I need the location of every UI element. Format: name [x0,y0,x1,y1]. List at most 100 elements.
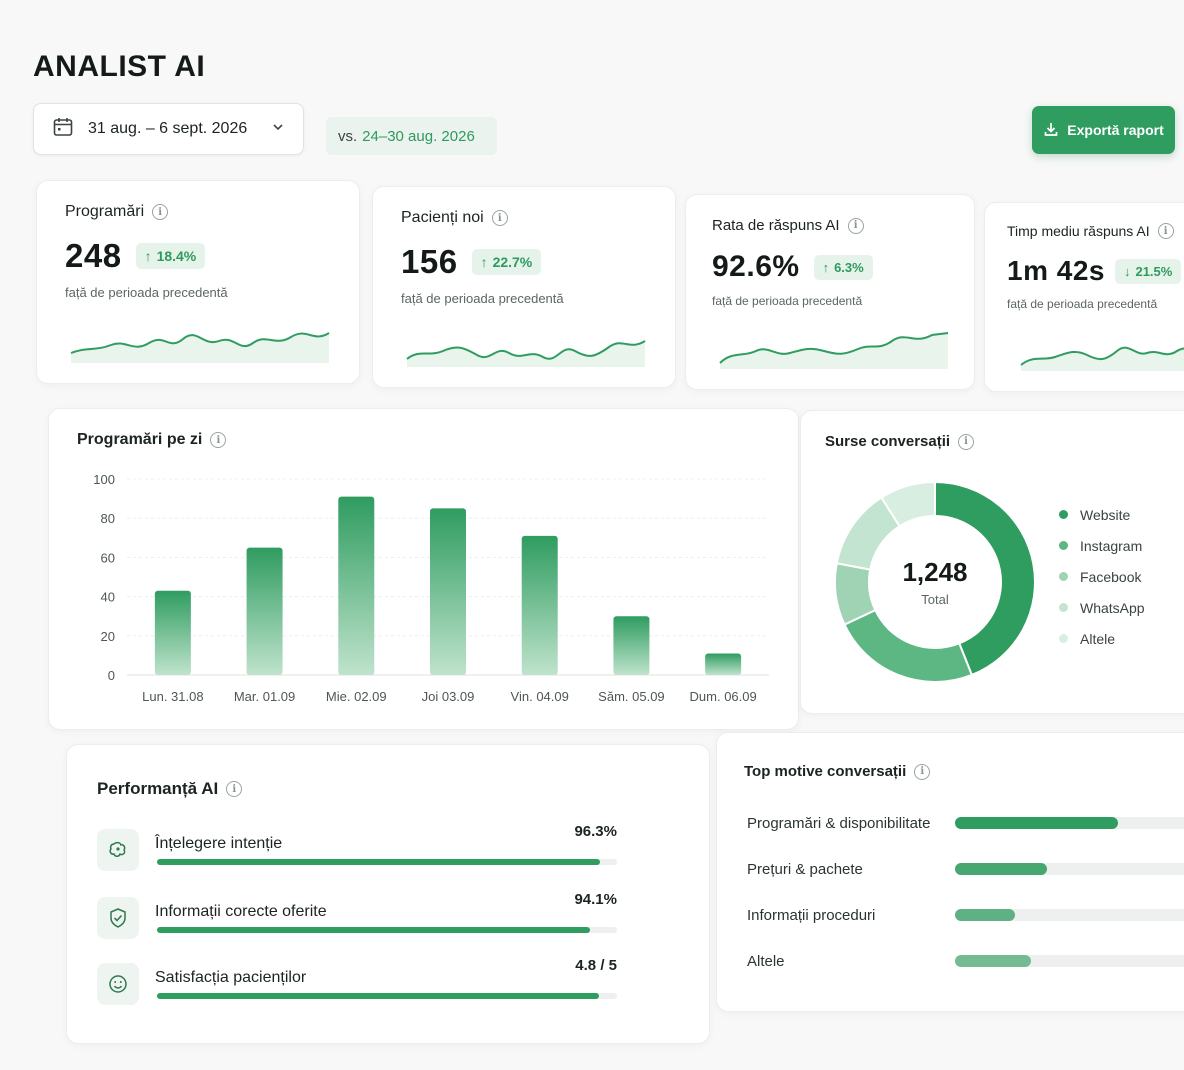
reason-label: Informații proceduri [747,907,876,924]
performance-bar-fill [157,927,590,933]
legend-label: Facebook [1080,568,1142,585]
brain-icon [97,829,139,871]
legend-dot [1059,572,1068,581]
card-title: Programări pe zi i [77,431,227,449]
kpi-subtitle: față de perioada precedentă [1007,297,1158,311]
bar[interactable] [613,616,650,675]
donut-total-label: Total [921,592,949,607]
shield-check-icon [97,897,139,939]
reason-bar-fill [955,909,1015,921]
info-icon[interactable]: i [1157,223,1174,239]
kpi-delta-value: 22.7% [492,254,533,270]
bar[interactable] [246,547,283,675]
donut-slice[interactable] [934,480,1036,677]
compare-range: 24–30 aug. 2026 [362,127,475,145]
legend-item: Altele [1059,623,1145,654]
reason-bar-fill [955,863,1048,875]
reason-bar-fill [955,817,1119,829]
info-icon[interactable]: i [914,763,931,780]
legend-label: WhatsApp [1080,599,1145,616]
legend-dot [1059,510,1068,519]
performance-label: Înțelegere intenție [155,835,283,852]
bar[interactable] [521,535,558,675]
bar[interactable] [430,508,466,675]
export-report-button[interactable]: Exportă raport [1032,106,1175,154]
performance-row: Înțelegere intenție 96.3% [97,823,627,889]
legend-item: Website [1059,499,1145,530]
y-tick-label: 100 [93,472,115,487]
x-tick-label: Vin. 04.09 [511,689,569,704]
legend-dot [1059,634,1068,643]
card-title: Top motive conversații i [744,763,931,780]
bar[interactable] [705,653,742,675]
date-range-label: 31 aug. – 6 sept. 2026 [88,120,248,137]
sources-legend: Website Instagram Facebook WhatsApp Altele [1059,499,1145,654]
y-tick-label: 20 [101,629,115,644]
arrow-up-icon: ↑ [480,254,488,270]
reason-bar-fill [955,955,1032,967]
info-icon[interactable]: i [210,432,227,448]
performance-bar-track [157,927,617,933]
reason-label: Prețuri & pachete [747,861,863,878]
bar[interactable] [154,590,191,675]
performance-bar-fill [157,859,600,865]
y-tick-label: 60 [101,550,115,565]
kpi-delta-badge: ↑ 6.3% [813,254,873,280]
reason-row: Altele [747,949,1184,985]
card-title-text: Programări pe zi [77,431,203,448]
kpi-label-text: Programări [65,203,145,220]
kpi-subtitle: față de perioada precedentă [712,294,863,308]
info-icon[interactable]: i [491,210,508,226]
reason-label: Programări & disponibilitate [747,815,931,832]
info-icon[interactable]: i [958,433,975,450]
kpi-value: 248 [65,237,122,274]
bar-chart: 0 20 40 60 80 100 Lun. 31.08 Mar. 01.09 Mie. 02.… [93,472,769,704]
card-title: Surse conversații i [825,433,975,450]
info-icon[interactable]: i [847,217,864,234]
ai-performance-card: Performanță AI i Înțelegere intenție 96.3%… [66,744,710,1044]
donut-slice[interactable] [880,480,936,528]
bar[interactable] [338,496,375,675]
sparkline [1020,346,1184,371]
kpi-label-text: Pacienți noi [401,209,484,226]
kpi-value: 92.6% [712,250,800,283]
performance-value: 94.1% [574,891,617,908]
date-range-picker[interactable]: 31 aug. – 6 sept. 2026 [33,103,304,155]
kpi-label-text: Rata de răspuns AI [712,217,840,234]
y-tick-label: 0 [108,668,115,683]
kpi-subtitle: față de perioada precedentă [401,291,564,306]
x-tick-label: Lun. 31.08 [142,689,203,704]
smile-icon [97,963,139,1005]
kpi-value: 1m 42s [1007,255,1105,286]
y-tick-label: 40 [101,590,115,605]
arrow-up-icon: ↑ [822,259,830,275]
kpi-card-appointments: Programări i 248 ↑ 18.4% față de perioada … [36,180,360,384]
info-icon[interactable]: i [152,204,169,220]
legend-dot [1059,541,1068,550]
x-tick-label: Mar. 01.09 [234,689,295,704]
y-tick-label: 80 [101,511,115,526]
kpi-label: Timp mediu răspuns AI i [1007,223,1184,239]
app-title: ANALIST AI [33,50,206,83]
card-title: Performanță AI i [97,779,243,799]
x-tick-label: Mie. 02.09 [326,689,387,704]
top-reasons-card: Top motive conversații i Programări & dis… [716,732,1184,1012]
x-tick-label: Săm. 05.09 [598,689,665,704]
kpi-delta-badge: ↓ 21.5% [1114,258,1182,284]
kpi-delta-value: 18.4% [156,248,197,264]
x-tick-label: Joi 03.09 [422,689,475,704]
performance-label: Informații corecte oferite [155,903,327,920]
x-tick-label: Dum. 06.09 [690,689,757,704]
performance-bar-track [157,993,617,999]
card-title-text: Performanță AI [97,779,219,798]
reason-bar-track [955,909,1184,921]
kpi-label: Pacienți noi i [401,209,647,227]
info-icon[interactable]: i [226,781,243,797]
donut-slice[interactable] [843,608,974,683]
appointments-per-day-card: Programări pe zi i 0 20 40 60 80 100 Lun. 31.08… [48,408,799,730]
reason-bar-track [955,863,1184,875]
download-icon [1043,121,1059,140]
kpi-card-ai-response-rate: Rata de răspuns AI i 92.6% ↑ 6.3% față de … [685,194,975,390]
reason-row: Prețuri & pachete [747,857,1184,893]
performance-bar-track [157,859,617,865]
